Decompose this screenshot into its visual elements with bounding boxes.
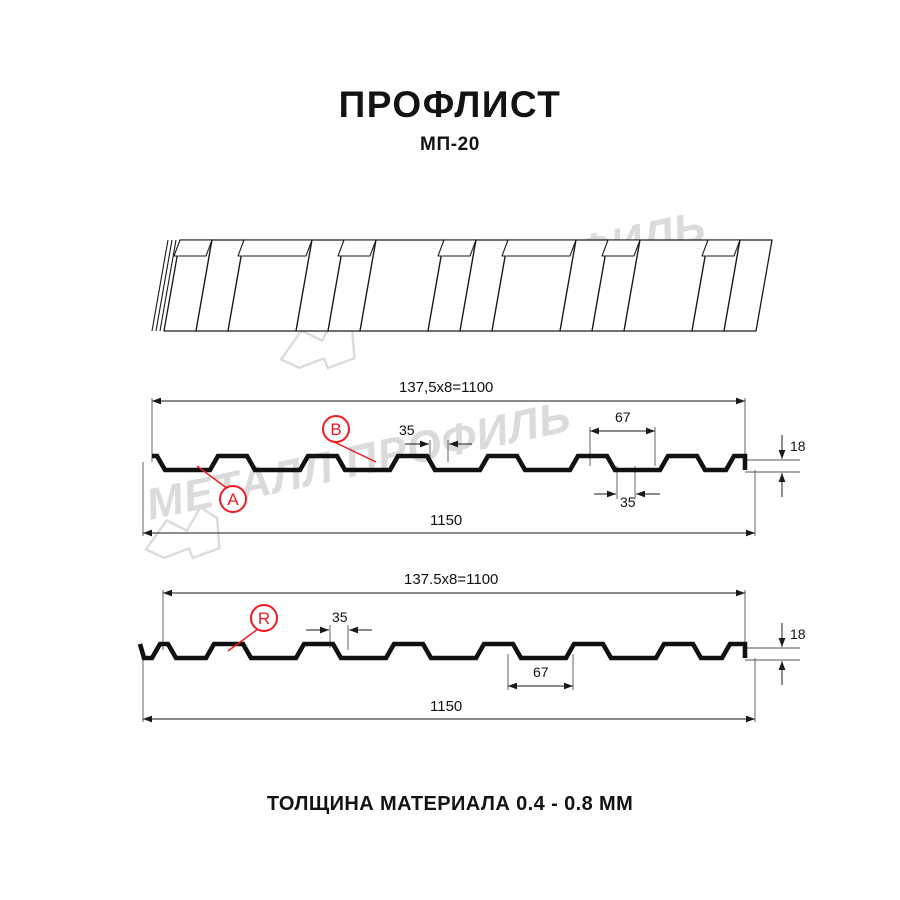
dim-text-67-bottom: 67	[533, 664, 549, 680]
dim-text-35-lower-top: 35	[620, 494, 636, 510]
dim-text-1150-top: 1150	[430, 512, 463, 529]
callout-A-label: A	[227, 490, 239, 509]
profile-outline-bottom	[137, 641, 748, 661]
cross-section-top: A B	[142, 397, 800, 537]
isometric-profile-view	[151, 239, 773, 332]
dim-text-35-upper-top: 35	[399, 422, 415, 438]
callout-R-label: R	[258, 609, 270, 628]
page-title: ПРОФЛИСТ	[338, 84, 562, 125]
svg-text:МЕТАЛЛ ПРОФИЛЬ: МЕТАЛЛ ПРОФИЛЬ	[142, 392, 576, 530]
page-subtitle: МП-20	[420, 134, 480, 155]
callout-R: R	[227, 604, 278, 652]
profile-outline-top	[152, 453, 748, 473]
callout-B-label: B	[330, 420, 341, 439]
dim-text-1100-top: 137,5x8=1100	[399, 379, 494, 396]
dim-text-1150-bottom: 1150	[430, 698, 463, 715]
dim-text-1100-bottom: 137.5x8=1100	[404, 571, 499, 588]
callout-A: A	[196, 465, 247, 513]
cross-section-bottom: R	[137, 589, 800, 723]
material-thickness-note: ТОЛЩИНА МАТЕРИАЛА 0.4 - 0.8 ММ	[266, 793, 634, 815]
dim-text-67-top: 67	[615, 409, 631, 425]
dim-text-35-bottom: 35	[332, 609, 348, 625]
dim-text-18-top: 18	[790, 438, 806, 454]
dim-text-18-bottom: 18	[790, 626, 806, 642]
callout-B: B	[322, 415, 377, 463]
watermark-lower: МЕТАЛЛ ПРОФИЛЬ	[142, 392, 576, 560]
